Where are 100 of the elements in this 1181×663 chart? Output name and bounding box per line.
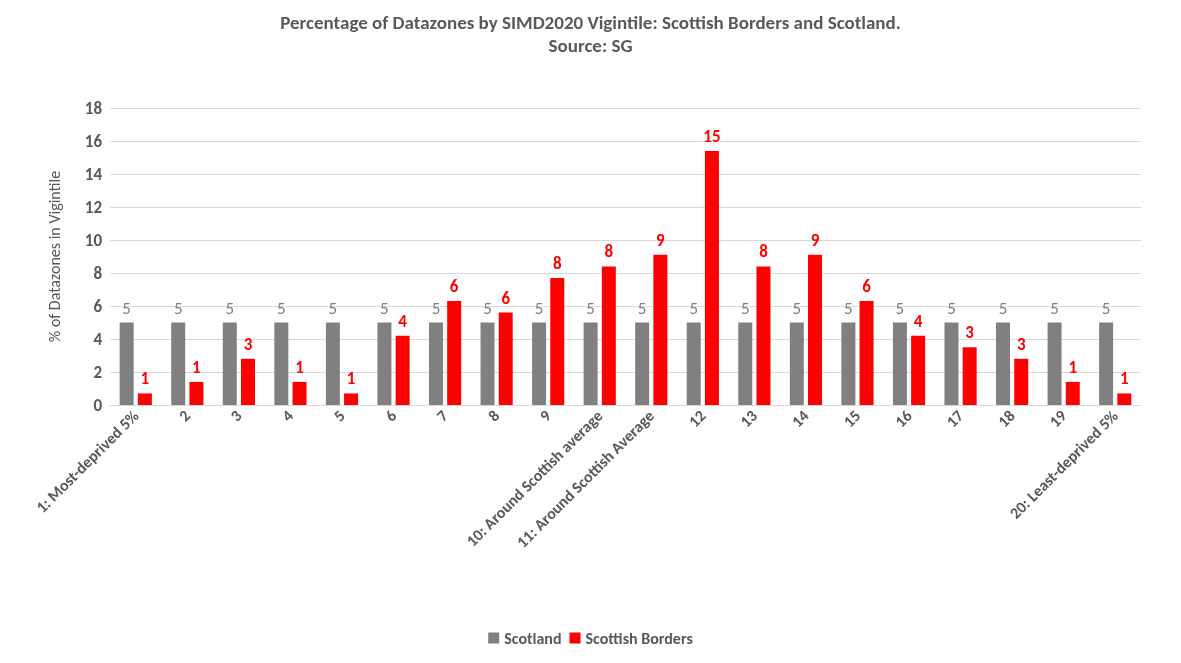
- bar: [480, 322, 495, 405]
- data-label: 5: [1050, 297, 1059, 319]
- data-label: 8: [604, 241, 614, 263]
- y-tick-label: 14: [84, 163, 103, 185]
- bar: [1047, 322, 1062, 405]
- x-tick-label: 8: [484, 406, 504, 426]
- y-tick-label: 8: [93, 262, 103, 284]
- bar: [944, 322, 959, 405]
- data-label: 5: [792, 297, 802, 319]
- data-label: 5: [637, 297, 647, 319]
- x-tick-label: 3: [226, 406, 246, 426]
- bar: [171, 322, 186, 405]
- bar: [119, 322, 134, 405]
- x-tick-label: 2: [174, 406, 195, 426]
- y-tick-label: 12: [84, 196, 103, 218]
- legend-label: Scotland: [504, 628, 562, 648]
- x-tick-label: 19: [1045, 406, 1071, 432]
- data-label: 5: [998, 297, 1008, 319]
- legend-label: Scottish Borders: [585, 628, 693, 648]
- bar: [635, 322, 650, 405]
- y-tick-label: 6: [93, 295, 103, 317]
- bar: [789, 322, 804, 405]
- bar: [841, 322, 856, 405]
- bar: [962, 347, 977, 405]
- bar: [911, 335, 926, 405]
- bar: [428, 322, 443, 405]
- data-label: 5: [483, 297, 492, 319]
- data-label: 5: [844, 297, 853, 319]
- y-tick-label: 10: [84, 229, 103, 251]
- data-label: 6: [449, 276, 459, 298]
- data-label: 9: [656, 229, 666, 251]
- data-label: 5: [380, 297, 389, 319]
- bar: [274, 322, 289, 405]
- data-label: 1: [295, 356, 304, 378]
- bar: [583, 322, 598, 405]
- x-tick-label: 6: [381, 406, 401, 426]
- x-tick-label: 9: [535, 406, 555, 426]
- x-tick-label: 4: [277, 406, 298, 426]
- data-label: 5: [277, 297, 286, 319]
- bar: [222, 322, 237, 405]
- x-tick-label: 15: [839, 406, 865, 432]
- bar: [1014, 358, 1029, 405]
- bar: [996, 322, 1011, 405]
- data-label: 5: [689, 297, 699, 319]
- data-label: 9: [810, 229, 820, 251]
- data-label: 1: [346, 368, 356, 390]
- bar: [532, 322, 547, 405]
- x-tick-label: 7: [432, 406, 452, 426]
- x-tick-label: 14: [787, 406, 813, 432]
- bar: [550, 277, 565, 405]
- bar: [395, 335, 410, 405]
- data-label: 3: [965, 322, 975, 344]
- data-label: 5: [173, 297, 183, 319]
- bar: [1099, 322, 1114, 405]
- data-label: 1: [192, 356, 201, 378]
- x-tick-label: 5: [329, 406, 349, 426]
- bar: [377, 322, 392, 405]
- data-label: 4: [398, 310, 408, 332]
- data-label: 3: [243, 333, 253, 355]
- data-label: 5: [1101, 297, 1111, 319]
- y-axis-title: % of Datazones in Vigintile: [44, 170, 64, 343]
- chart-subtitle: Source: SG: [548, 34, 633, 57]
- data-label: 8: [759, 241, 769, 263]
- bar: [859, 301, 874, 405]
- bar: [292, 381, 307, 405]
- data-label: 5: [225, 297, 235, 319]
- data-label: 1: [140, 368, 150, 390]
- bar: [738, 322, 753, 405]
- data-label: 5: [328, 297, 338, 319]
- x-tick-label: 12: [684, 406, 710, 432]
- data-label: 5: [947, 297, 956, 319]
- data-label: 4: [913, 310, 923, 332]
- bar: [808, 254, 823, 405]
- bar: [137, 393, 152, 405]
- bar: [653, 254, 668, 405]
- bar: [1065, 381, 1080, 405]
- data-label: 15: [703, 125, 721, 147]
- y-tick-label: 16: [84, 130, 103, 152]
- data-label: 5: [740, 297, 750, 319]
- bar: [344, 393, 359, 405]
- bar: [498, 312, 513, 405]
- bar: [1117, 393, 1132, 405]
- data-label: 8: [552, 252, 562, 274]
- bar: [447, 301, 462, 405]
- data-label: 5: [431, 297, 441, 319]
- y-tick-label: 2: [93, 361, 103, 383]
- data-label: 3: [1016, 333, 1026, 355]
- data-label: 6: [862, 276, 872, 298]
- bar: [325, 322, 340, 405]
- x-tick-label: 13: [736, 406, 762, 432]
- data-label: 5: [895, 297, 905, 319]
- data-label: 6: [501, 287, 511, 309]
- y-tick-label: 0: [93, 394, 103, 416]
- data-label: 5: [534, 297, 544, 319]
- data-label: 1: [1068, 356, 1078, 378]
- bar: [189, 381, 204, 405]
- bar: [704, 150, 719, 405]
- bar: [240, 358, 255, 405]
- chart-title: Percentage of Datazones by SIMD2020 Vigintile: Scottish Borders and Scotland.: [280, 11, 901, 34]
- data-label: 5: [586, 297, 595, 319]
